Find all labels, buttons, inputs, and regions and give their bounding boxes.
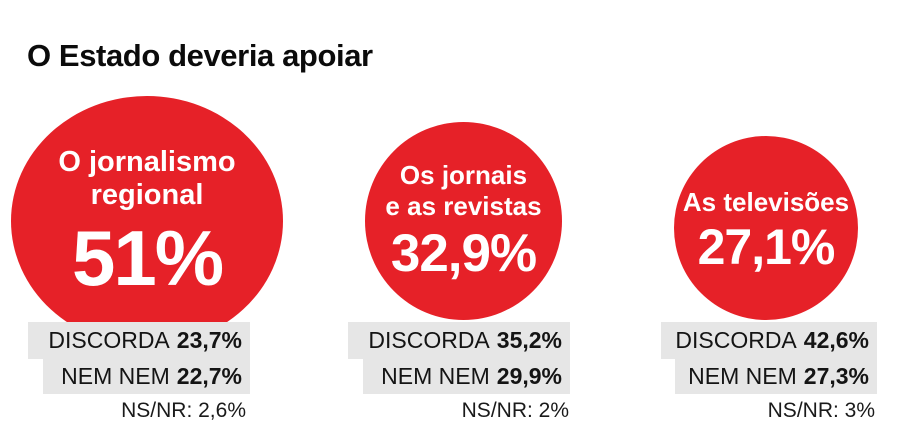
- bubble-label-line: e as revistas: [385, 191, 542, 221]
- stat-value: 23,7%: [176, 327, 242, 353]
- ns-nr-footnote: NS/NR: 3%: [767, 399, 875, 422]
- stat-label: DISCORDA: [368, 327, 490, 353]
- nem-nem-stat-box: NEM NEM 29,9%: [363, 359, 570, 394]
- stat-label: DISCORDA: [675, 327, 797, 353]
- bubble-label: As televisões: [683, 187, 849, 218]
- bubble-label-line: regional: [90, 178, 204, 211]
- bubble-value: 32,9%: [390, 224, 537, 283]
- bubble-jornais-revistas: Os jornais e as revistas 32,9%: [365, 122, 562, 320]
- ns-nr-footnote: NS/NR: 2,6%: [121, 399, 246, 422]
- stat-label: DISCORDA: [48, 327, 170, 353]
- bubble-label-line: As televisões: [682, 187, 850, 217]
- nem-nem-stat-box: NEM NEM 27,3%: [675, 359, 877, 394]
- bubble-jornalismo-regional: O jornalismo regional 51%: [11, 96, 283, 346]
- bubble-label: O jornalismo regional: [58, 146, 235, 212]
- stat-value: 35,2%: [496, 327, 562, 353]
- bubble-value: 51%: [71, 213, 224, 302]
- nem-nem-stat-box: NEM NEM 22,7%: [43, 359, 250, 394]
- stat-value: 42,6%: [803, 327, 869, 353]
- stat-label: NEM NEM: [61, 363, 170, 389]
- stat-value: 22,7%: [176, 363, 242, 389]
- ns-nr-footnote: NS/NR: 2%: [461, 399, 569, 422]
- page-title: O Estado deveria apoiar: [27, 38, 373, 73]
- stat-label: NEM NEM: [381, 363, 490, 389]
- bubble-label-line: Os jornais: [399, 160, 528, 190]
- bubble-label-line: O jornalismo: [58, 145, 236, 178]
- discorda-stat-box: DISCORDA 42,6%: [661, 322, 877, 359]
- stat-value: 27,3%: [803, 363, 869, 389]
- bubble-televisoes: As televisões 27,1%: [674, 136, 858, 320]
- bubble-value: 27,1%: [697, 219, 836, 275]
- stat-label: NEM NEM: [688, 363, 797, 389]
- discorda-stat-box: DISCORDA 23,7%: [28, 322, 250, 359]
- bubble-label: Os jornais e as revistas: [385, 160, 541, 222]
- stat-value: 29,9%: [496, 363, 562, 389]
- discorda-stat-box: DISCORDA 35,2%: [348, 322, 570, 359]
